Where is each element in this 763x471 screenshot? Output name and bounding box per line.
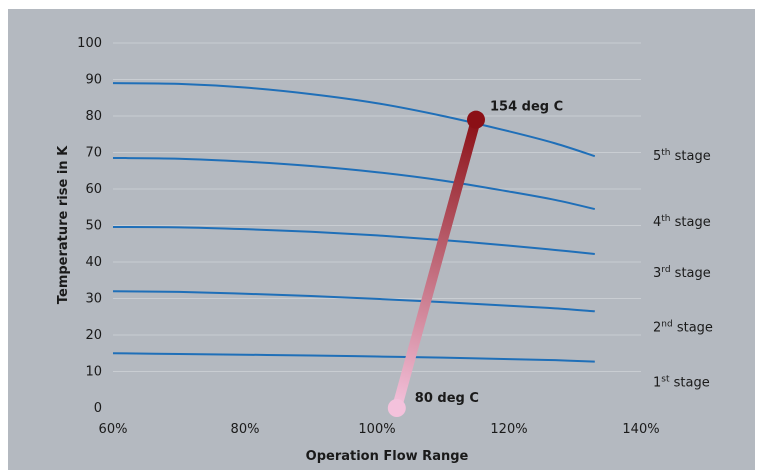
y-tick-label: 90 bbox=[85, 73, 102, 88]
y-tick-label: 80 bbox=[85, 109, 102, 124]
x-tick-label: 100% bbox=[358, 422, 395, 437]
y-tick-label: 70 bbox=[85, 146, 102, 161]
series-lines bbox=[112, 82, 596, 363]
stage-label: 3rd stage bbox=[653, 265, 711, 281]
stage-label: 5th stage bbox=[653, 148, 711, 164]
stage-label: 1st stage bbox=[653, 374, 710, 390]
stage-label: 2nd stage bbox=[653, 320, 713, 336]
y-tick-label: 30 bbox=[85, 292, 102, 307]
stage-labels: 1st stage 2nd stage 3rd stage 4th stage 5th … bbox=[653, 148, 713, 390]
x-tick-label: 80% bbox=[231, 422, 260, 437]
y-tick-label: 10 bbox=[85, 365, 102, 380]
end-temperature-label: 154 deg C bbox=[490, 100, 563, 115]
y-tick-label: 60 bbox=[85, 182, 102, 197]
x-tick-label: 60% bbox=[99, 422, 128, 437]
stage-2-line bbox=[112, 290, 595, 313]
temperature-gradient-line bbox=[391, 114, 481, 413]
y-axis-title: Temperature rise in K bbox=[56, 145, 71, 304]
stage-3-line bbox=[112, 225, 595, 255]
stage-label: 4th stage bbox=[653, 214, 711, 230]
y-axis-ticks: 0 10 20 30 40 50 60 70 80 90 100 bbox=[77, 36, 102, 416]
stage-5-line bbox=[112, 82, 596, 158]
end-point-marker bbox=[467, 110, 485, 129]
x-axis-title: Operation Flow Range bbox=[306, 449, 469, 464]
chart-background bbox=[8, 9, 755, 470]
stage-1-line bbox=[112, 352, 595, 363]
y-tick-label: 100 bbox=[77, 36, 102, 51]
start-temperature-label: 80 deg C bbox=[415, 391, 479, 406]
x-tick-label: 120% bbox=[490, 422, 527, 437]
y-tick-label: 20 bbox=[85, 328, 102, 343]
x-axis-ticks: 60% 80% 100% 120% 140% bbox=[99, 422, 660, 437]
stage-4-line bbox=[112, 156, 596, 211]
y-tick-label: 50 bbox=[85, 219, 102, 234]
grid-lines bbox=[113, 42, 641, 372]
y-tick-label: 40 bbox=[85, 255, 102, 270]
x-tick-label: 140% bbox=[622, 422, 659, 437]
start-point-marker bbox=[387, 399, 406, 417]
y-tick-label: 0 bbox=[94, 401, 102, 416]
temperature-indicator: 80 deg C 154 deg C bbox=[387, 100, 563, 417]
